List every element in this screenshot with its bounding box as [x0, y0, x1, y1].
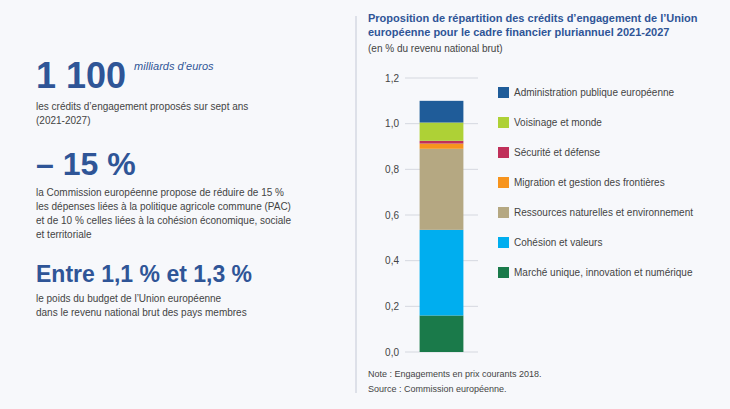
bar-segment: [420, 144, 464, 149]
background: [0, 0, 730, 409]
y-tick-label: 0,2: [385, 301, 399, 312]
legend-label: Voisinage et monde: [514, 117, 602, 128]
y-tick-label: 1,0: [385, 118, 399, 129]
legend-label: Ressources naturelles et environnement: [514, 207, 693, 218]
y-tick-label: 0,6: [385, 210, 399, 221]
legend: Administration publique européenne Voisin…: [498, 87, 693, 278]
legend-label: Migration et gestion des frontières: [514, 177, 665, 188]
bars: [420, 101, 464, 352]
bar-segment: [420, 230, 464, 316]
y-tick-label: 0,4: [385, 255, 399, 266]
bar-segment: [420, 101, 464, 123]
legend-swatch: [498, 267, 509, 278]
stat-body: les crédits d’engagement proposés sur se…: [36, 101, 248, 126]
y-tick-label: 0,0: [385, 347, 399, 358]
stat-big: – 15 %: [36, 146, 136, 182]
stat-big: Entre 1,1 % et 1,3 %: [36, 261, 252, 287]
source: Source : Commission européenne.: [368, 384, 507, 394]
bar-segment: [420, 123, 464, 141]
stat-body: le poids du budget de l’Union européenne…: [36, 293, 247, 318]
legend-swatch: [498, 117, 509, 128]
legend-swatch: [498, 207, 509, 218]
y-tick-label: 0,8: [385, 164, 399, 175]
legend-label: Marché unique, innovation et numérique: [514, 267, 693, 278]
subtitle: (en % du revenu national brut): [368, 43, 503, 54]
note: Note : Engagements en prix courants 2018…: [368, 369, 542, 379]
stat-unit: milliards d’euros: [134, 60, 214, 72]
legend-swatch: [498, 147, 509, 158]
legend-swatch: [498, 177, 509, 188]
chart: 1 100 milliards d’euros les crédits d’enga…: [0, 0, 730, 409]
stat-body: la Commission européenne propose de rédu…: [36, 187, 292, 240]
legend-swatch: [498, 237, 509, 248]
legend-label: Sécurité et défense: [514, 147, 601, 158]
legend-label: Administration publique européenne: [514, 87, 675, 98]
legend-swatch: [498, 87, 509, 98]
grid-line: [405, 78, 478, 79]
bar-segment: [420, 141, 464, 144]
divider: [356, 16, 357, 393]
bar-segment: [420, 315, 464, 352]
stat-big: 1 100: [36, 55, 126, 96]
title: Proposition de répartition des crédits d…: [368, 12, 698, 38]
legend-label: Cohésion et valeurs: [514, 237, 602, 248]
y-axis: 0,0 0,2 0,4 0,6 0,8 1,0 1,2: [385, 73, 478, 358]
bar-segment: [420, 149, 464, 230]
y-tick-label: 1,2: [385, 73, 399, 84]
